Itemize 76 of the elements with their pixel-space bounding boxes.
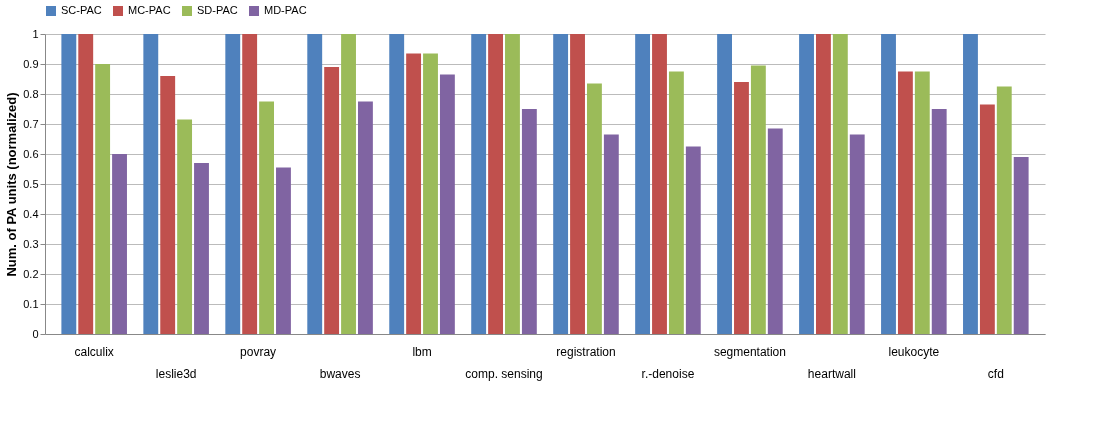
y-tick-label: 0.4	[23, 207, 39, 220]
bar	[685, 146, 701, 334]
bar	[423, 53, 438, 334]
bar	[143, 34, 159, 334]
bar	[488, 34, 503, 334]
bar	[471, 34, 487, 334]
bar	[816, 34, 831, 334]
y-tick-label: 1	[32, 27, 39, 40]
x-tick-label: povray	[240, 344, 277, 359]
bar	[799, 34, 814, 334]
y-axis-title: Num. of PA units (normalized)	[4, 92, 20, 277]
x-tick-label: comp. sensing	[465, 366, 543, 381]
x-tick-label: segmentation	[713, 344, 786, 359]
bar	[881, 34, 896, 334]
bar	[897, 71, 913, 334]
y-tick-label: 0	[32, 327, 39, 340]
bar	[324, 67, 340, 334]
bar	[832, 34, 848, 334]
bar	[635, 34, 651, 334]
bar	[603, 134, 619, 334]
x-tick-label: leukocyte	[888, 344, 940, 359]
bar	[177, 119, 193, 334]
bar	[717, 34, 732, 334]
bar	[259, 101, 274, 334]
bar	[767, 128, 783, 334]
bar	[78, 34, 94, 334]
y-tick-label: 0.8	[23, 87, 39, 100]
bar	[1013, 157, 1029, 334]
bar	[570, 34, 585, 334]
x-tick-label: bwaves	[319, 366, 361, 381]
x-tick-label: heartwall	[807, 366, 856, 381]
bar	[358, 101, 373, 334]
bar	[95, 64, 111, 334]
bar	[389, 34, 405, 334]
x-tick-label: lbm	[412, 344, 432, 359]
y-tick-label: 0.3	[23, 237, 39, 250]
legend-label: SD-PAC	[197, 4, 238, 16]
bar	[307, 34, 323, 334]
y-tick-label: 0.5	[23, 177, 39, 190]
bar	[341, 34, 356, 334]
bar	[963, 34, 978, 334]
bar	[439, 74, 455, 334]
bar	[750, 65, 766, 334]
bar	[734, 82, 749, 334]
x-tick-label: r.-denoise	[641, 366, 695, 381]
bar	[931, 109, 947, 334]
bar	[276, 167, 291, 334]
legend-label: MD-PAC	[264, 4, 307, 16]
x-tick-label: calculix	[74, 344, 114, 359]
bar	[61, 34, 77, 334]
bar	[521, 109, 537, 334]
bar	[406, 53, 422, 334]
bar	[849, 134, 865, 334]
bar	[160, 76, 176, 334]
x-tick-label: registration	[556, 344, 616, 359]
y-tick-label: 0.1	[23, 297, 39, 310]
bar	[979, 104, 995, 334]
y-tick-label: 0.6	[23, 147, 39, 160]
y-tick-label: 0.2	[23, 267, 39, 280]
bar	[242, 34, 258, 334]
bar	[553, 34, 569, 334]
bar	[668, 71, 684, 334]
bar	[996, 86, 1012, 334]
x-tick-label: cfd	[987, 366, 1004, 381]
bar	[505, 34, 520, 334]
bar	[112, 154, 127, 334]
y-tick-label: 0.9	[23, 57, 39, 70]
bar	[914, 71, 930, 334]
bar	[225, 34, 241, 334]
bar	[587, 83, 602, 334]
x-tick-label: leslie3d	[155, 366, 197, 381]
y-tick-label: 0.7	[23, 117, 39, 130]
bar	[652, 34, 667, 334]
legend-label: SC-PAC	[61, 4, 102, 16]
bar	[194, 163, 209, 334]
legend-label: MC-PAC	[128, 4, 171, 16]
